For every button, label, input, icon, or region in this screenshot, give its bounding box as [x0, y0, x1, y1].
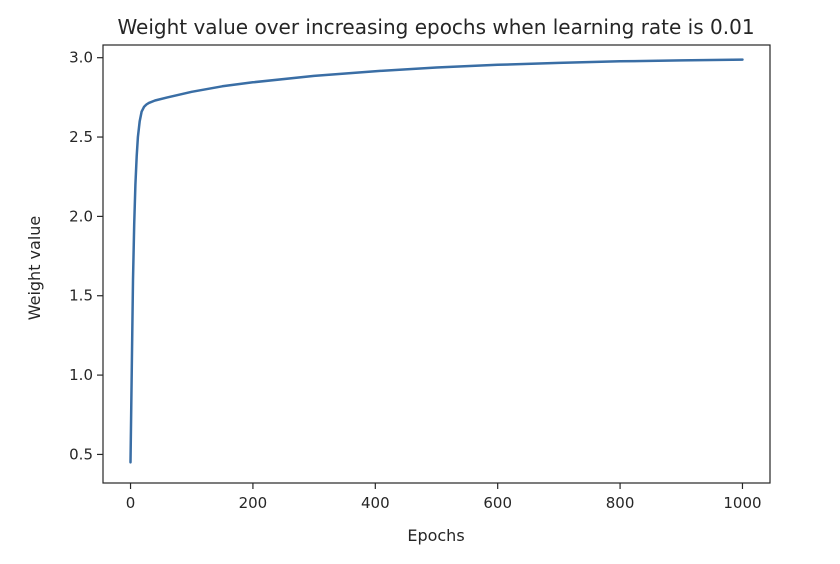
x-tick-label: 200	[239, 494, 268, 512]
x-tick-label: 1000	[723, 494, 761, 512]
x-axis: 0 200 400 600 800 1000	[126, 483, 762, 512]
y-axis-label: Weight value	[25, 216, 44, 321]
y-tick-label: 0.5	[69, 445, 93, 463]
y-tick-label: 1.0	[69, 366, 93, 384]
x-axis-label: Epochs	[407, 526, 464, 545]
y-axis: 0.5 1.0 1.5 2.0 2.5 3.0	[69, 49, 103, 463]
watermark-text: 掘金技术社区 @ 布客飞龙	[597, 524, 818, 546]
x-tick-label: 400	[361, 494, 390, 512]
chart-title: Weight value over increasing epochs when…	[117, 15, 754, 39]
y-tick-label: 3.0	[69, 49, 93, 67]
y-tick-label: 1.5	[69, 287, 93, 305]
y-tick-label: 2.5	[69, 128, 93, 146]
weight-series-line	[129, 58, 744, 464]
x-tick-label: 800	[606, 494, 635, 512]
x-tick-label: 600	[483, 494, 512, 512]
x-tick-label: 0	[126, 494, 136, 512]
plot-frame	[102, 44, 771, 484]
y-tick-label: 2.0	[69, 207, 93, 225]
